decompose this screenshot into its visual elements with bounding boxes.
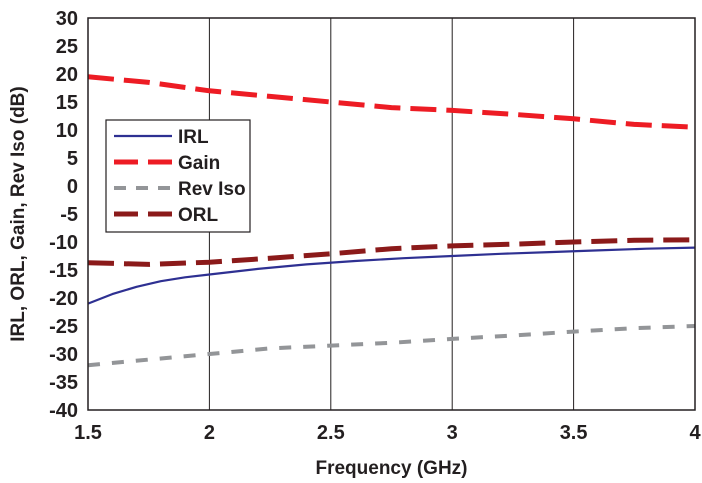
y-tick-label: 15 — [56, 92, 78, 114]
y-tick-label: 25 — [56, 36, 78, 58]
x-axis-title: Frequency (GHz) — [315, 458, 467, 479]
legend: IRL Gain Rev Iso ORL — [106, 120, 250, 232]
y-tick-label: -35 — [49, 372, 78, 394]
y-tick-label: 20 — [56, 64, 78, 86]
series-line-rev-iso — [88, 326, 695, 365]
x-tick-labels: 1.5 2 2.5 3 3.5 4 — [74, 422, 701, 444]
y-tick-label: 0 — [67, 176, 78, 198]
y-tick-label: -30 — [49, 344, 78, 366]
y-tick-label: 10 — [56, 120, 78, 142]
y-tick-label: -25 — [49, 316, 78, 338]
y-tick-label: -40 — [49, 400, 78, 422]
legend-label: ORL — [178, 205, 219, 226]
y-tick-labels: 30 25 20 15 10 5 0 -5 -10 -15 -20 -25 -30 -35 -40 — [49, 8, 78, 422]
y-tick-label: -20 — [49, 288, 78, 310]
x-tick-label: 2.5 — [317, 422, 345, 444]
x-tick-label: 4 — [689, 422, 701, 444]
y-tick-label: -15 — [49, 260, 78, 282]
y-tick-label: 5 — [67, 148, 78, 170]
legend-label: IRL — [178, 127, 209, 148]
x-tick-label: 2 — [204, 422, 215, 444]
x-tick-label: 1.5 — [74, 422, 102, 444]
series-line-orl — [88, 240, 695, 265]
series-line-irl — [88, 248, 695, 304]
legend-label: Gain — [178, 153, 220, 174]
x-tick-label: 3 — [447, 422, 458, 444]
x-tick-label: 3.5 — [560, 422, 588, 444]
y-tick-label: -5 — [60, 204, 78, 226]
y-axis-title: IRL, ORL, Gain, Rev Iso (dB) — [8, 86, 29, 341]
grid — [209, 18, 573, 410]
y-tick-label: -10 — [49, 232, 78, 254]
y-tick-label: 30 — [56, 8, 78, 30]
legend-label: Rev Iso — [178, 179, 246, 200]
